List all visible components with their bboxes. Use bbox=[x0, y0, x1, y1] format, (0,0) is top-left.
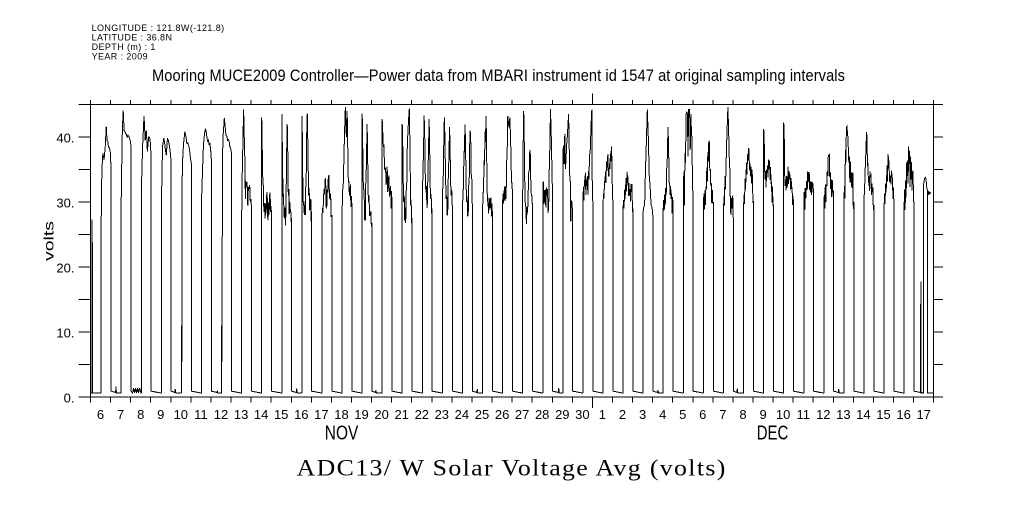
svg-text:8: 8 bbox=[137, 407, 144, 422]
svg-text:10: 10 bbox=[776, 407, 790, 422]
svg-text:DEC: DEC bbox=[757, 422, 789, 444]
svg-text:13: 13 bbox=[836, 407, 850, 422]
svg-text:DEPTH (m) : 1: DEPTH (m) : 1 bbox=[92, 42, 156, 52]
svg-text:27: 27 bbox=[515, 407, 529, 422]
svg-text:11: 11 bbox=[194, 407, 208, 422]
svg-text:23: 23 bbox=[435, 407, 449, 422]
svg-text:YEAR : 2009: YEAR : 2009 bbox=[92, 52, 148, 62]
svg-text:30.: 30. bbox=[56, 195, 74, 210]
svg-text:20: 20 bbox=[374, 407, 388, 422]
svg-text:40.: 40. bbox=[56, 130, 74, 145]
svg-text:6: 6 bbox=[97, 407, 104, 422]
svg-text:22: 22 bbox=[415, 407, 429, 422]
svg-text:11: 11 bbox=[796, 407, 810, 422]
svg-text:10.: 10. bbox=[56, 325, 74, 340]
svg-text:24: 24 bbox=[455, 407, 469, 422]
svg-text:16: 16 bbox=[896, 407, 910, 422]
svg-text:25: 25 bbox=[475, 407, 489, 422]
svg-text:9: 9 bbox=[759, 407, 766, 422]
svg-text:LATITUDE : 36.8N: LATITUDE : 36.8N bbox=[92, 32, 173, 42]
svg-text:volts: volts bbox=[41, 221, 57, 261]
svg-text:14: 14 bbox=[856, 407, 870, 422]
svg-text:12: 12 bbox=[214, 407, 228, 422]
svg-text:5: 5 bbox=[679, 407, 686, 422]
svg-text:29: 29 bbox=[555, 407, 569, 422]
svg-text:14: 14 bbox=[254, 407, 268, 422]
svg-text:21: 21 bbox=[394, 407, 408, 422]
svg-text:8: 8 bbox=[739, 407, 746, 422]
svg-text:16: 16 bbox=[294, 407, 308, 422]
svg-text:1: 1 bbox=[599, 407, 606, 422]
svg-text:7: 7 bbox=[719, 407, 726, 422]
svg-text:30: 30 bbox=[575, 407, 589, 422]
svg-text:10: 10 bbox=[174, 407, 188, 422]
svg-text:17: 17 bbox=[314, 407, 328, 422]
svg-text:LONGITUDE : 121.8W(-121.8): LONGITUDE : 121.8W(-121.8) bbox=[92, 23, 225, 33]
svg-text:NOV: NOV bbox=[325, 422, 359, 444]
svg-text:15: 15 bbox=[274, 407, 288, 422]
svg-text:ADC13/ W Solar Voltage Avg (vo: ADC13/ W Solar Voltage Avg (volts) bbox=[297, 455, 727, 480]
svg-text:0.: 0. bbox=[64, 390, 75, 405]
svg-text:9: 9 bbox=[157, 407, 164, 422]
svg-text:13: 13 bbox=[234, 407, 248, 422]
svg-text:15: 15 bbox=[876, 407, 890, 422]
svg-text:7: 7 bbox=[117, 407, 124, 422]
svg-text:18: 18 bbox=[334, 407, 348, 422]
svg-text:19: 19 bbox=[354, 407, 368, 422]
svg-text:26: 26 bbox=[495, 407, 509, 422]
svg-text:4: 4 bbox=[659, 407, 666, 422]
svg-text:12: 12 bbox=[816, 407, 830, 422]
svg-text:Mooring MUCE2009 Controller—Po: Mooring MUCE2009 Controller—Power data f… bbox=[152, 67, 845, 85]
svg-text:28: 28 bbox=[535, 407, 549, 422]
svg-text:6: 6 bbox=[699, 407, 706, 422]
svg-text:2: 2 bbox=[619, 407, 626, 422]
svg-text:3: 3 bbox=[639, 407, 646, 422]
svg-text:20.: 20. bbox=[56, 260, 74, 275]
svg-text:17: 17 bbox=[916, 407, 930, 422]
